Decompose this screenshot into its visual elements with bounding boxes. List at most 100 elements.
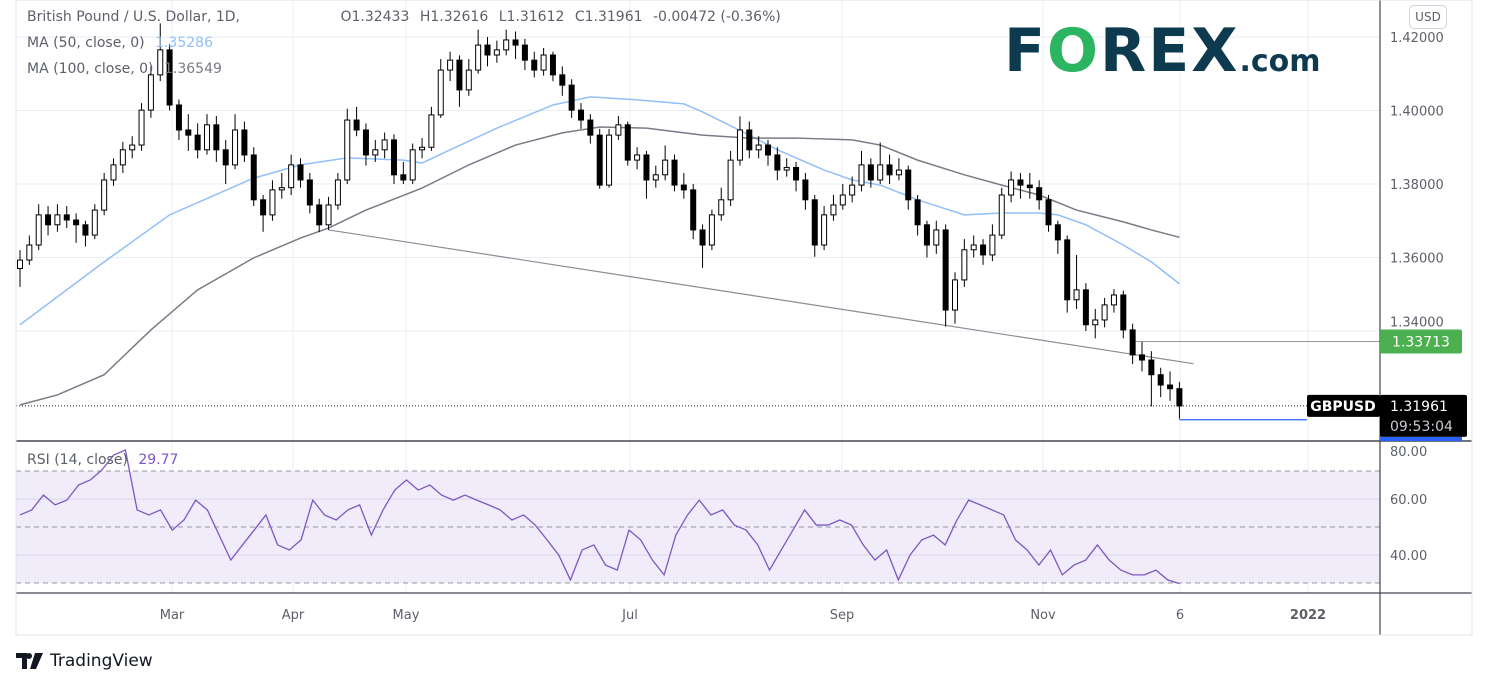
candle-body bbox=[138, 109, 145, 146]
rsi-tick-label: 60.00 bbox=[1390, 493, 1427, 508]
candle bbox=[1101, 297, 1108, 328]
candle bbox=[1120, 290, 1127, 339]
candle-body bbox=[391, 139, 397, 176]
ohlc-open: O1.32433 bbox=[340, 9, 410, 25]
candle-body bbox=[73, 219, 80, 226]
candle bbox=[606, 128, 613, 188]
candle bbox=[1017, 172, 1024, 199]
price-tick-label: 1.42000 bbox=[1390, 31, 1444, 46]
ma50-value: 1.35286 bbox=[155, 35, 213, 51]
candle-body bbox=[765, 144, 771, 156]
candle-body bbox=[886, 164, 893, 176]
candle bbox=[568, 79, 575, 118]
candle bbox=[475, 29, 482, 74]
candle-body bbox=[540, 54, 547, 71]
candle-body bbox=[63, 214, 70, 221]
candle bbox=[493, 40, 500, 63]
candle-body bbox=[260, 199, 267, 216]
candle bbox=[998, 187, 1005, 240]
candle-body bbox=[521, 44, 528, 61]
candle-body bbox=[596, 134, 603, 186]
candle bbox=[952, 272, 958, 324]
candle-body bbox=[306, 179, 313, 206]
ohlc-change: -0.00472 (-0.36%) bbox=[652, 9, 781, 25]
candle bbox=[1129, 323, 1136, 365]
legend-ma100[interactable]: MA (100, close, 0) 1.36549 bbox=[27, 61, 228, 77]
candle bbox=[830, 195, 837, 221]
currency-button[interactable]: USD bbox=[1409, 5, 1447, 29]
candle-body bbox=[568, 84, 575, 111]
candle-body bbox=[1008, 179, 1015, 196]
candle-body bbox=[409, 149, 416, 181]
candle bbox=[867, 158, 874, 188]
rsi-tick-label: 80.00 bbox=[1390, 445, 1427, 460]
candle bbox=[1045, 195, 1052, 232]
symbol-tag-text: GBPUSD bbox=[1310, 399, 1376, 415]
candle bbox=[549, 51, 556, 82]
low-line-marker bbox=[1380, 437, 1462, 441]
candle-body bbox=[858, 164, 865, 186]
candle bbox=[17, 250, 23, 287]
candle-body bbox=[45, 214, 52, 226]
candle-body bbox=[1036, 187, 1043, 201]
candle-body bbox=[54, 214, 61, 226]
candle bbox=[755, 136, 762, 159]
candle-body bbox=[110, 164, 117, 181]
candle-body bbox=[1026, 184, 1033, 189]
candle-body bbox=[91, 209, 98, 236]
candle bbox=[119, 141, 126, 173]
candle bbox=[250, 147, 257, 207]
tradingview-branding[interactable]: TradingView bbox=[16, 651, 153, 671]
candle bbox=[624, 121, 631, 166]
candle bbox=[858, 150, 865, 192]
candle bbox=[783, 158, 790, 177]
candle-body bbox=[503, 39, 510, 51]
candle-body bbox=[475, 44, 482, 71]
candle bbox=[1157, 367, 1164, 398]
candle bbox=[409, 143, 416, 184]
candle-body bbox=[727, 159, 734, 201]
time-tick-label: 6 bbox=[1176, 608, 1184, 623]
candle-body bbox=[755, 144, 762, 151]
candle bbox=[1036, 180, 1043, 210]
last-price-tag: GBPUSD 1.31961 09:53:04 bbox=[1307, 394, 1467, 437]
candle-body bbox=[512, 39, 519, 46]
candle-body bbox=[428, 114, 435, 148]
candle bbox=[260, 195, 267, 232]
candle-body bbox=[671, 159, 678, 186]
candle bbox=[643, 150, 650, 199]
legend-symbol: British Pound / U.S. Dollar, 1D, O1.3243… bbox=[27, 9, 787, 25]
candle-body bbox=[484, 44, 491, 56]
candle-body bbox=[708, 214, 715, 246]
candle-body bbox=[1101, 304, 1108, 321]
candle-body bbox=[437, 69, 444, 116]
candle bbox=[587, 114, 594, 144]
candle bbox=[306, 172, 313, 214]
candle-body bbox=[578, 109, 584, 121]
candle-body bbox=[998, 194, 1005, 236]
candle bbox=[381, 132, 388, 159]
legend-rsi[interactable]: RSI (14, close) 29.77 bbox=[27, 452, 184, 468]
candle-body bbox=[362, 129, 369, 156]
candle-body bbox=[194, 134, 201, 151]
candle-body bbox=[923, 224, 930, 246]
price-tick-label: 1.34000 bbox=[1390, 316, 1444, 331]
time-tick-label: Apr bbox=[282, 608, 305, 623]
candle bbox=[147, 66, 154, 118]
candle-body bbox=[933, 229, 940, 246]
candle-body bbox=[82, 224, 89, 236]
candle bbox=[596, 128, 603, 189]
candle-body bbox=[35, 214, 42, 246]
candle bbox=[204, 114, 210, 155]
candle-body bbox=[652, 174, 659, 181]
legend-ma50[interactable]: MA (50, close, 0) 1.35286 bbox=[27, 35, 219, 51]
candle bbox=[1073, 254, 1080, 309]
candle bbox=[316, 198, 323, 233]
candle bbox=[765, 139, 771, 166]
time-tick-label: Jul bbox=[621, 608, 638, 623]
candle bbox=[680, 172, 687, 199]
candle-body bbox=[17, 259, 23, 270]
candle bbox=[194, 123, 201, 159]
ohlc-high: H1.32616 bbox=[419, 9, 489, 25]
